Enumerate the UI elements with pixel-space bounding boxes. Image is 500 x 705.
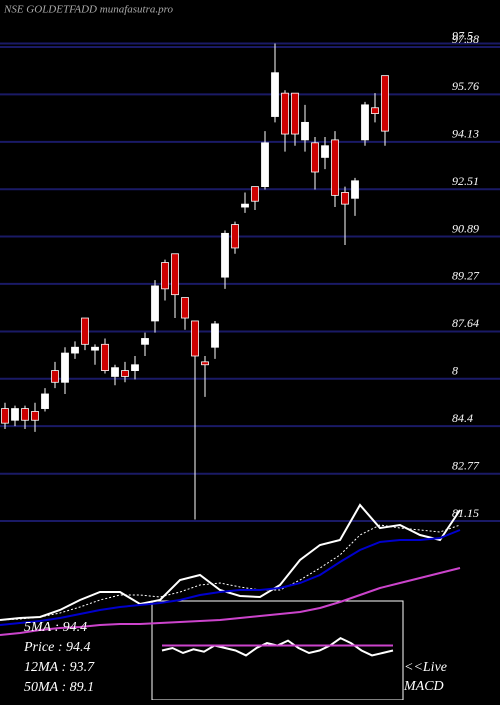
candle-body [81,317,89,345]
candle-body [1,408,9,424]
ma-line [0,529,461,626]
candle-body [121,370,129,377]
y-tick-label: 92.51 [452,174,479,188]
y-tick-label: 82.77 [452,458,480,472]
candle-body [61,352,69,383]
ma-line [0,503,461,621]
y-tick-label: 97.5 [452,28,473,42]
candle-body [281,92,289,135]
ma-line [0,524,461,621]
ma-label: 5MA : 94.4 [24,620,87,635]
candle-body [211,323,219,348]
candle-body [91,346,99,351]
y-tick-label: 89.27 [452,269,480,283]
candle-body [151,285,159,322]
candle-body [161,262,169,290]
ma-label: 12MA : 93.7 [24,660,95,675]
candle-body [351,180,359,199]
candle-body [131,364,139,371]
candle-body [111,367,119,377]
candle-body [11,408,19,421]
y-tick-label: 8 [452,364,458,378]
candle-body [181,297,189,319]
candle-body [201,361,209,366]
ma-line [0,567,461,636]
candle-body [21,408,29,421]
candle-body [381,75,389,132]
y-tick-label: 94.13 [452,127,479,141]
candle-body [171,253,179,296]
candle-body [191,320,199,357]
y-tick-label: 81.15 [452,506,479,520]
candle-body [241,203,249,208]
y-tick-label: 84.4 [452,411,473,425]
candle-body [251,186,259,202]
y-tick-label: 95.76 [452,79,479,93]
candle-body [261,142,269,188]
candle-body [31,411,39,421]
candle-body [271,72,279,117]
candle-body [331,139,339,196]
candle-body [231,224,239,249]
candle-body [371,107,379,115]
candle-body [301,121,309,141]
candle-body [321,145,329,158]
y-tick-label: 90.89 [452,221,479,235]
macd-title: MACD [403,679,444,694]
candle-body [311,142,319,173]
candle-body [291,92,299,135]
candle-body [141,338,149,345]
y-tick-label: 97.38 [452,32,479,46]
live-note: <<Live [404,660,447,675]
grid [0,42,500,522]
candle-body [361,104,369,141]
ma-label: 50MA : 89.1 [24,680,94,695]
ma-label: Price : 94.4 [23,640,90,655]
candle-body [41,393,49,409]
chart-title: NSE GOLDETFADD munafasutra.pro [3,4,173,16]
candle-body [71,346,79,354]
candle-body [101,343,109,371]
candle-body [221,232,229,278]
candle-body [51,370,59,383]
candle-body [341,192,349,205]
y-tick-label: 87.64 [452,316,479,330]
